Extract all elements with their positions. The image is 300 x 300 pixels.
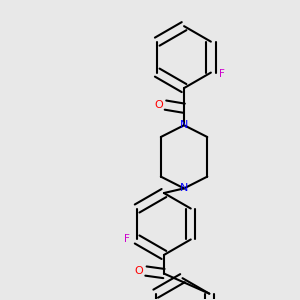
- Text: N: N: [180, 120, 188, 130]
- Text: F: F: [124, 235, 129, 244]
- Text: O: O: [135, 266, 143, 276]
- Text: N: N: [180, 183, 188, 194]
- Text: F: F: [219, 69, 224, 79]
- Text: O: O: [154, 100, 163, 110]
